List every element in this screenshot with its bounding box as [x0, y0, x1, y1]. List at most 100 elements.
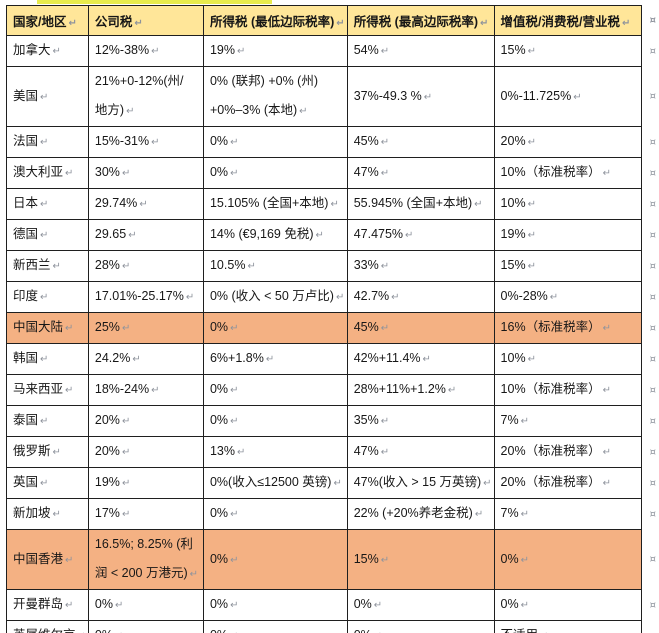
row-end-mark-cell: ¤ — [641, 189, 658, 220]
cell-line: 10%（标准税率） ↵ — [501, 376, 639, 405]
country-cell: 韩国 ↵ — [6, 343, 89, 375]
cell-line: 10%（标准税率） ↵ — [501, 159, 639, 188]
country-label: 泰国 — [13, 413, 39, 427]
table-row: 加拿大 ↵ 12%-38% ↵ 19% ↵ 54% ↵ 15% ↵ ¤ — [6, 35, 659, 67]
return-mark-icon: ↵ — [447, 385, 457, 396]
cell-line: 法国 ↵ — [13, 128, 86, 157]
return-mark-icon: ↵ — [540, 631, 548, 633]
cell-line: 英国 ↵ — [13, 469, 86, 498]
value-text: 42%+11.4% — [353, 351, 421, 365]
cell-line: 10% ↵ — [500, 190, 639, 219]
value-cell: 45% ↵ — [346, 126, 495, 158]
value-cell: 24.2% ↵ — [87, 343, 204, 375]
cell-line: 29.74% ↵ — [95, 190, 201, 219]
row-end-mark-cell: ¤ — [641, 36, 658, 67]
cell-line: 地方) ↵ — [95, 96, 201, 126]
cell-line: 20%（标准税率） ↵ — [501, 469, 639, 498]
tax-rates-table: 国家/地区 ↵ 公司税 ↵ 所得税 (最低边际税率) ↵ 所得税 (最高边际税率) ↵ 增值税/… — [6, 5, 659, 633]
table-row: 中国大陆 ↵ 25% ↵ 0% ↵ 45% ↵ 16%（标准税率） ↵ ¤ — [6, 312, 659, 344]
row-end-mark-icon: ¤ — [649, 508, 656, 520]
return-mark-icon: ↵ — [474, 199, 483, 210]
value-text: 10% — [500, 351, 526, 365]
country-cell: 中国大陆 ↵ — [6, 312, 89, 344]
value-text: 0% — [209, 597, 229, 611]
country-label: 英属维尔京 — [13, 628, 76, 633]
cell-line: 澳大利亚 ↵ — [13, 159, 86, 188]
return-mark-icon: ↵ — [380, 416, 390, 427]
value-text: 13% — [209, 444, 236, 458]
return-mark-icon: ↵ — [573, 91, 582, 103]
country-cell: 日本 ↵ — [6, 188, 89, 220]
value-text: 0%-11.725% — [500, 88, 572, 103]
row-end-mark-icon: ¤ — [649, 167, 656, 179]
country-label: 德国 — [13, 227, 39, 241]
value-text: 0% — [209, 413, 229, 427]
value-text: 14% (€9,169 免税) — [209, 227, 314, 241]
row-end-mark-cell: ¤ — [641, 6, 658, 36]
value-text: 16%（标准税率） — [500, 320, 601, 334]
cell-line: 12%-38% ↵ — [95, 37, 201, 66]
cell-line: 47% ↵ — [354, 438, 492, 467]
cell-line: 英属维尔京↵ — [13, 622, 86, 633]
return-mark-icon: ↵ — [230, 631, 238, 633]
value-cell: 0%↵ — [202, 126, 348, 158]
value-cell: 12%-38% ↵ — [87, 35, 204, 67]
value-cell: 0%↵ — [202, 405, 348, 437]
value-cell: 7% ↵ — [493, 405, 642, 437]
return-mark-icon: ↵ — [40, 478, 49, 489]
country-label: 英国 — [13, 475, 39, 489]
value-text: 15% — [500, 43, 526, 57]
value-text: 19% — [209, 43, 236, 57]
table-row: 泰国 ↵ 20% ↵ 0% ↵ 35% ↵ 7% ↵ ¤ — [6, 405, 659, 437]
value-text: 0% — [210, 628, 228, 633]
value-text: 10% — [500, 196, 526, 210]
cell-line: 0%↵ — [501, 545, 639, 575]
country-label: 澳大利亚 — [13, 165, 64, 179]
return-mark-icon: ↵ — [151, 46, 160, 57]
value-text: +0%–3% (本地) — [209, 103, 298, 117]
cell-line: 17.01%-25.17% ↵ — [95, 283, 201, 312]
value-text: 20% — [94, 413, 120, 427]
cell-line: 16.5%; 8.25% (利 — [95, 531, 201, 560]
value-cell: 0%↵ — [202, 312, 348, 344]
cell-line: 15%-31% ↵ — [95, 128, 201, 157]
column-header-label: 所得税 (最高边际税率) — [353, 15, 478, 29]
return-mark-icon: ↵ — [40, 354, 49, 365]
value-cell: 10% ↵ — [493, 343, 642, 375]
cell-line: 42.7% ↵ — [354, 283, 492, 312]
table-row: 澳大利亚 ↵ 30% ↵ 0% ↵ 47% ↵ 10%（标准税率） ↵ ¤ — [6, 157, 659, 189]
value-text: 18%-24% — [94, 382, 150, 396]
cell-line: 加拿大 ↵ — [13, 37, 86, 66]
row-end-mark-icon: ¤ — [649, 136, 656, 148]
country-label: 韩国 — [13, 351, 39, 365]
value-cell: 22% (+20%养老金税) ↵ — [346, 498, 495, 530]
cell-line: 47% ↵ — [354, 159, 492, 188]
return-mark-icon: ↵ — [602, 323, 611, 334]
table-row: 英国 ↵ 19% ↵ 0%(收入≤12500 英镑) ↵ 47%(收入 > 15 万英镑) ↵… — [6, 467, 659, 499]
row-end-mark-cell: ¤ — [641, 530, 658, 590]
return-mark-icon: ↵ — [121, 168, 131, 179]
cell-line: 47.475% ↵ — [354, 221, 492, 250]
value-text: 35% — [353, 413, 379, 427]
value-text: 55.945% (全国+本地) — [353, 196, 473, 210]
value-cell: 0%-11.725% ↵ — [493, 66, 642, 127]
row-end-mark-icon: ¤ — [649, 198, 656, 210]
value-text: 0% — [95, 628, 113, 633]
return-mark-icon: ↵ — [139, 199, 148, 210]
value-text: 20%（标准税率） — [500, 444, 601, 458]
value-text: 0% — [500, 597, 519, 611]
cell-line: 0% (收入 < 50 万卢比) ↵ — [209, 283, 345, 312]
value-cell: 19% ↵ — [493, 219, 642, 251]
cell-line: 20%（标准税率） ↵ — [500, 438, 639, 467]
country-cell: 开曼群岛 ↵ — [6, 589, 89, 621]
value-cell: 7% ↵ — [493, 498, 642, 530]
row-end-mark-cell: ¤ — [641, 621, 658, 633]
table-row: 开曼群岛 ↵ 0% ↵ 0% ↵ 0% ↵ 0% ↵ ¤ — [6, 589, 659, 621]
value-text: 0% (收入 < 50 万卢比) — [209, 289, 334, 303]
cell-line: 17% ↵ — [95, 500, 201, 529]
cell-line: 35% ↵ — [353, 407, 492, 436]
row-end-mark-cell: ¤ — [641, 158, 658, 189]
cell-line: 日本 ↵ — [13, 190, 86, 219]
row-end-mark-cell: ¤ — [641, 67, 658, 127]
country-cell: 俄罗斯 ↵ — [6, 436, 89, 468]
